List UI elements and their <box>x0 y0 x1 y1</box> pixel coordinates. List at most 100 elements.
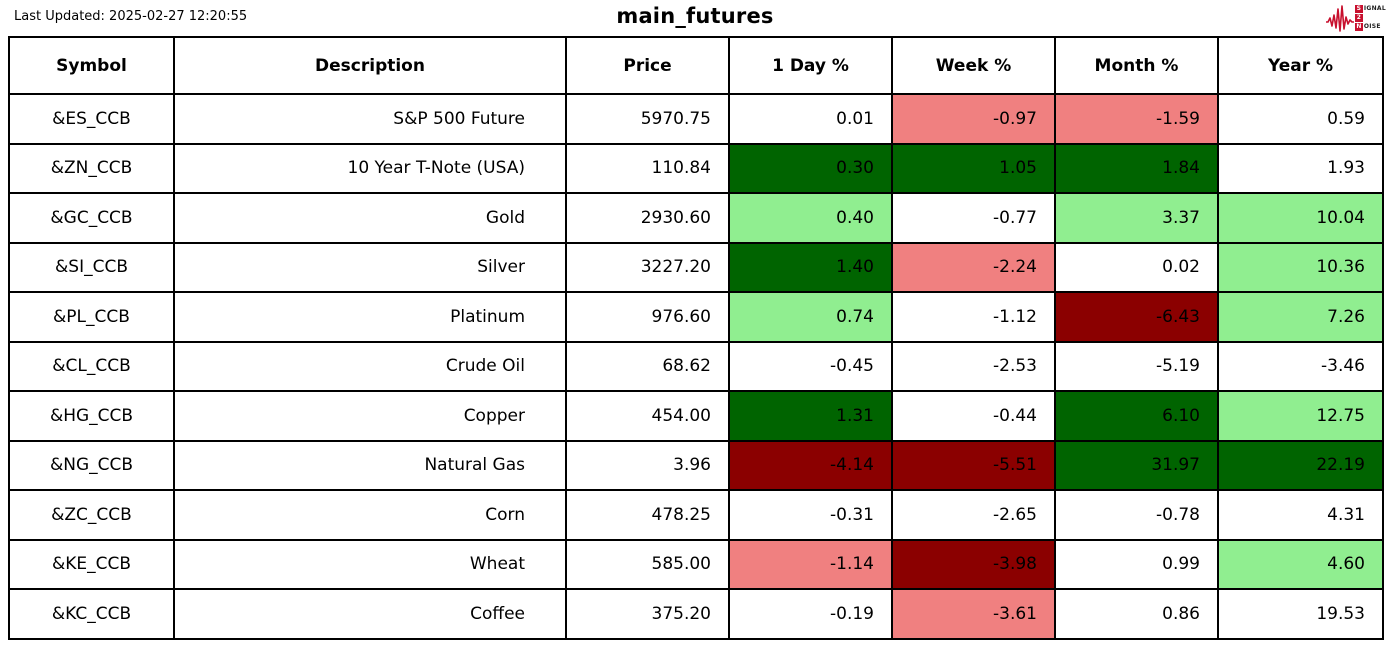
price-cell: 68.62 <box>565 340 730 392</box>
logo-line-noise: N OISE <box>1354 23 1386 31</box>
table-row-ng: &NG_CCB Natural Gas 3.96 -4.14 -5.51 31.… <box>8 439 1384 491</box>
description-cell: Silver <box>173 241 567 293</box>
week-pct-cell: -2.65 <box>891 489 1056 541</box>
heartbeat-waveform-icon <box>1325 5 1354 32</box>
column-header-price: Price <box>565 36 730 95</box>
day-pct-cell: 1.40 <box>728 241 893 293</box>
price-cell: 3227.20 <box>565 241 730 293</box>
symbol-cell: &NG_CCB <box>8 439 175 491</box>
table-row-cl: &CL_CCB Crude Oil 68.62 -0.45 -2.53 -5.1… <box>8 340 1384 392</box>
week-pct-cell: -5.51 <box>891 439 1056 491</box>
logo-text-oise: OISE <box>1363 23 1381 30</box>
logo-letter-n: N <box>1354 23 1363 31</box>
week-pct-cell: -3.98 <box>891 538 1056 590</box>
description-cell: Crude Oil <box>173 340 567 392</box>
week-pct-cell: -1.12 <box>891 291 1056 343</box>
month-pct-cell: 1.84 <box>1054 142 1219 194</box>
year-pct-cell: 1.93 <box>1217 142 1384 194</box>
year-pct-cell: 10.36 <box>1217 241 1384 293</box>
symbol-cell: &ZN_CCB <box>8 142 175 194</box>
price-cell: 375.20 <box>565 588 730 640</box>
price-cell: 585.00 <box>565 538 730 590</box>
symbol-cell: &KC_CCB <box>8 588 175 640</box>
year-pct-cell: -3.46 <box>1217 340 1384 392</box>
day-pct-cell: 0.01 <box>728 93 893 145</box>
description-cell: Coffee <box>173 588 567 640</box>
description-cell: 10 Year T-Note (USA) <box>173 142 567 194</box>
week-pct-cell: -3.61 <box>891 588 1056 640</box>
month-pct-cell: 0.86 <box>1054 588 1219 640</box>
table-row-zn: &ZN_CCB 10 Year T-Note (USA) 110.84 0.30… <box>8 142 1384 194</box>
logo-text-ignal: IGNAL <box>1363 5 1386 12</box>
futures-table: Symbol Description Price 1 Day % Week % … <box>8 36 1384 640</box>
price-cell: 2930.60 <box>565 192 730 244</box>
table-row-gc: &GC_CCB Gold 2930.60 0.40 -0.77 3.37 10.… <box>8 192 1384 244</box>
table-row-hg: &HG_CCB Copper 454.00 1.31 -0.44 6.10 12… <box>8 390 1384 442</box>
month-pct-cell: 0.99 <box>1054 538 1219 590</box>
table-row-ke: &KE_CCB Wheat 585.00 -1.14 -3.98 0.99 4.… <box>8 538 1384 590</box>
symbol-cell: &ZC_CCB <box>8 489 175 541</box>
last-updated-timestamp: Last Updated: 2025-02-27 12:20:55 <box>14 9 248 24</box>
price-cell: 5970.75 <box>565 93 730 145</box>
symbol-cell: &KE_CCB <box>8 538 175 590</box>
week-pct-cell: -2.53 <box>891 340 1056 392</box>
year-pct-cell: 22.19 <box>1217 439 1384 491</box>
symbol-cell: &ES_CCB <box>8 93 175 145</box>
page-title: main_futures <box>616 4 774 28</box>
logo-text: S IGNAL 2 N OISE <box>1354 5 1386 31</box>
month-pct-cell: -5.19 <box>1054 340 1219 392</box>
signal2noise-logo: S IGNAL 2 N OISE <box>1325 2 1386 34</box>
year-pct-cell: 7.26 <box>1217 291 1384 343</box>
day-pct-cell: 0.40 <box>728 192 893 244</box>
price-cell: 454.00 <box>565 390 730 442</box>
price-cell: 976.60 <box>565 291 730 343</box>
table-row-pl: &PL_CCB Platinum 976.60 0.74 -1.12 -6.43… <box>8 291 1384 343</box>
day-pct-cell: -0.19 <box>728 588 893 640</box>
day-pct-cell: 1.31 <box>728 390 893 442</box>
logo-line-2: 2 <box>1354 14 1386 22</box>
column-header-symbol: Symbol <box>8 36 175 95</box>
day-pct-cell: -0.45 <box>728 340 893 392</box>
description-cell: Copper <box>173 390 567 442</box>
day-pct-cell: -0.31 <box>728 489 893 541</box>
day-pct-cell: 0.30 <box>728 142 893 194</box>
description-cell: Natural Gas <box>173 439 567 491</box>
table-row-kc: &KC_CCB Coffee 375.20 -0.19 -3.61 0.86 1… <box>8 588 1384 640</box>
symbol-cell: &CL_CCB <box>8 340 175 392</box>
logo-line-signal: S IGNAL <box>1354 5 1386 13</box>
price-cell: 3.96 <box>565 439 730 491</box>
month-pct-cell: -1.59 <box>1054 93 1219 145</box>
symbol-cell: &PL_CCB <box>8 291 175 343</box>
month-pct-cell: 3.37 <box>1054 192 1219 244</box>
year-pct-cell: 4.31 <box>1217 489 1384 541</box>
week-pct-cell: 1.05 <box>891 142 1056 194</box>
table-row-es: &ES_CCB S&P 500 Future 5970.75 0.01 -0.9… <box>8 93 1384 145</box>
day-pct-cell: -1.14 <box>728 538 893 590</box>
month-pct-cell: 6.10 <box>1054 390 1219 442</box>
day-pct-cell: 0.74 <box>728 291 893 343</box>
week-pct-cell: -0.77 <box>891 192 1056 244</box>
week-pct-cell: -0.97 <box>891 93 1056 145</box>
symbol-cell: &HG_CCB <box>8 390 175 442</box>
column-header-week: Week % <box>891 36 1056 95</box>
logo-letter-2: 2 <box>1354 14 1363 22</box>
table-row-si: &SI_CCB Silver 3227.20 1.40 -2.24 0.02 1… <box>8 241 1384 293</box>
year-pct-cell: 12.75 <box>1217 390 1384 442</box>
description-cell: Platinum <box>173 291 567 343</box>
description-cell: Wheat <box>173 538 567 590</box>
table-row-zc: &ZC_CCB Corn 478.25 -0.31 -2.65 -0.78 4.… <box>8 489 1384 541</box>
price-cell: 478.25 <box>565 489 730 541</box>
symbol-cell: &SI_CCB <box>8 241 175 293</box>
year-pct-cell: 4.60 <box>1217 538 1384 590</box>
symbol-cell: &GC_CCB <box>8 192 175 244</box>
month-pct-cell: 0.02 <box>1054 241 1219 293</box>
month-pct-cell: -0.78 <box>1054 489 1219 541</box>
description-cell: Gold <box>173 192 567 244</box>
column-header-description: Description <box>173 36 567 95</box>
table-header-row: Symbol Description Price 1 Day % Week % … <box>8 36 1384 95</box>
year-pct-cell: 19.53 <box>1217 588 1384 640</box>
week-pct-cell: -2.24 <box>891 241 1056 293</box>
column-header-month: Month % <box>1054 36 1219 95</box>
week-pct-cell: -0.44 <box>891 390 1056 442</box>
column-header-year: Year % <box>1217 36 1384 95</box>
